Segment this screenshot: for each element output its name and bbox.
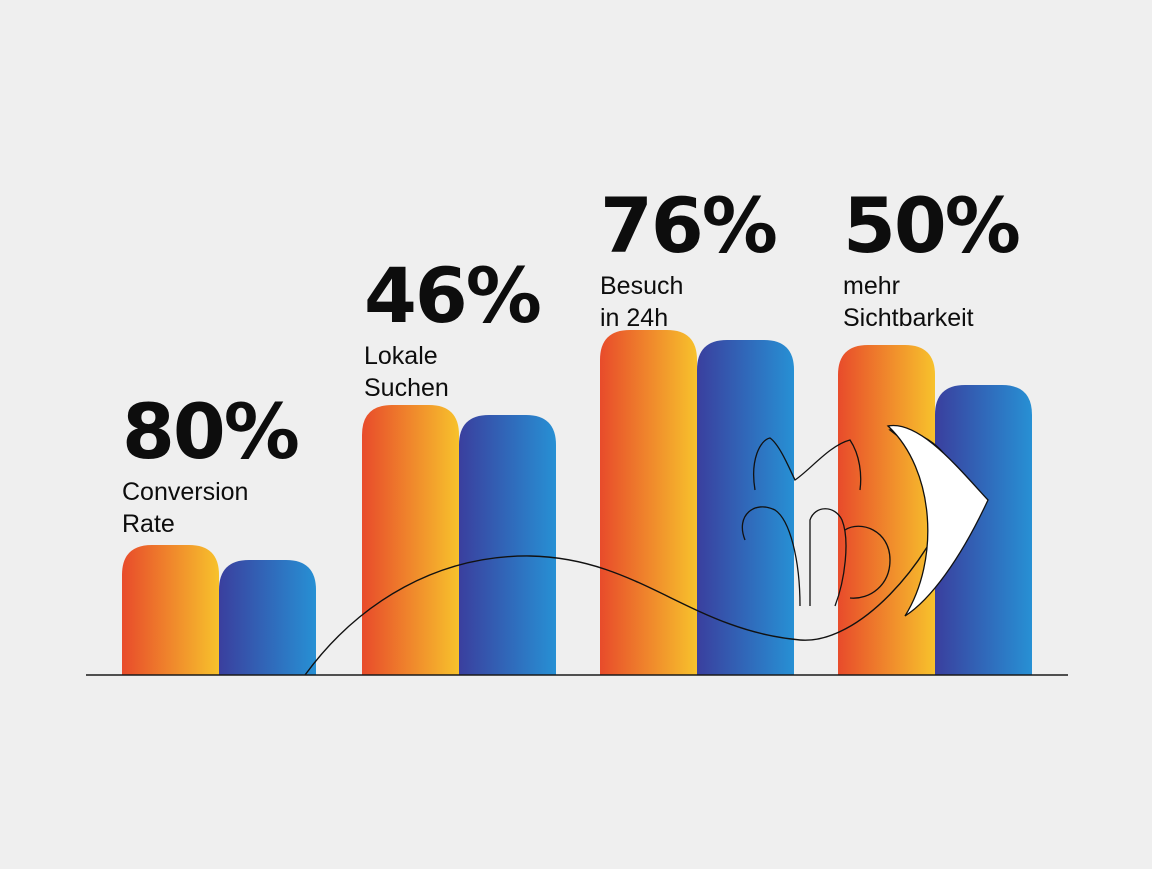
stat-value: 46% — [364, 251, 542, 340]
stat-label-line1: mehr — [843, 272, 900, 300]
bar-orange-2 — [362, 405, 459, 675]
stat-label-line1: Conversion — [122, 478, 249, 506]
stat-label: Lokale Suchen — [364, 340, 540, 404]
bar-orange-4 — [838, 345, 935, 675]
decorative-shape — [886, 424, 989, 617]
stat-label: Besuch in 24h — [600, 270, 776, 334]
stat-mehr-sichtbarkeit: 50% mehr Sichtbarkeit — [843, 181, 1021, 334]
stat-label-line2: in 24h — [600, 304, 669, 332]
stat-label-line2: Rate — [122, 510, 175, 538]
stat-value: 50% — [843, 181, 1021, 270]
bar-orange-1 — [122, 545, 219, 675]
stat-lokale-suchen: 46% Lokale Suchen — [364, 251, 542, 404]
stat-label: mehr Sichtbarkeit — [843, 270, 1019, 334]
stat-label-line1: Lokale — [364, 342, 438, 370]
stat-conversion-rate: 80% Conversion Rate — [122, 387, 300, 540]
bar-blue-3 — [697, 340, 794, 675]
stat-label: Conversion Rate — [122, 476, 298, 540]
bar-orange-3 — [600, 330, 697, 675]
stat-value: 80% — [122, 387, 300, 476]
bar-blue-4 — [935, 385, 1032, 675]
stat-label-line2: Sichtbarkeit — [843, 304, 974, 332]
stat-label-line2: Suchen — [364, 374, 449, 402]
bar-blue-2 — [459, 415, 556, 675]
stat-value: 76% — [600, 181, 778, 270]
decorative-line-sketch — [304, 428, 986, 676]
decorative-line-art — [741, 437, 891, 607]
stat-label-line1: Besuch — [600, 272, 684, 300]
bar-blue-1 — [219, 560, 316, 675]
stat-besuch-24h: 76% Besuch in 24h — [600, 181, 778, 334]
